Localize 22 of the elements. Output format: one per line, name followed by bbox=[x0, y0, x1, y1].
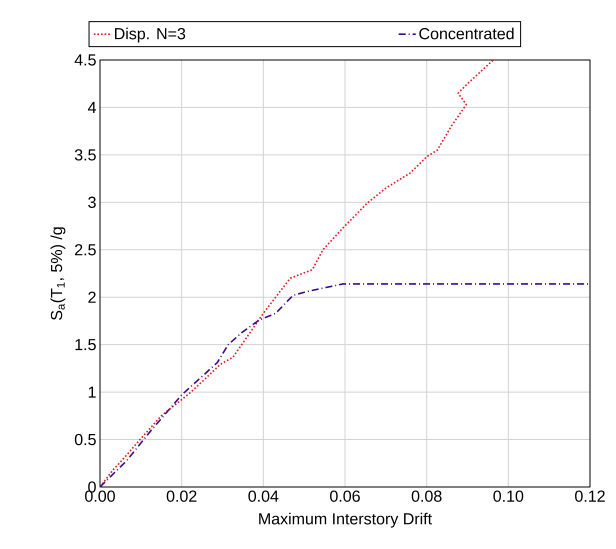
y-tick-label: 2 bbox=[88, 292, 96, 303]
y-tick-label: 4.5 bbox=[74, 54, 96, 66]
x-tick-label: 0.06 bbox=[330, 490, 360, 502]
legend-label: Disp. N=3 bbox=[115, 28, 186, 43]
x-tick-label: 0.10 bbox=[493, 490, 524, 502]
y-tick-label: 2.5 bbox=[75, 244, 96, 256]
line-series bbox=[99, 59, 494, 488]
x-axis-title: Maximum Interstory Drift bbox=[259, 512, 432, 528]
x-tick-label: 0.02 bbox=[166, 490, 196, 502]
legend-label: Concentrated bbox=[419, 28, 514, 40]
x-tick-label: 0.04 bbox=[248, 490, 278, 502]
y-tick-label: 1 bbox=[88, 386, 96, 398]
y-tick-label: 4 bbox=[88, 102, 96, 113]
x-tick-label: 0.08 bbox=[412, 490, 442, 502]
x-tick-label: 0.00 bbox=[85, 490, 115, 502]
y-tick-label: 0.5 bbox=[74, 434, 96, 446]
y-tick-label: 3 bbox=[88, 196, 96, 208]
line-series bbox=[99, 283, 591, 488]
y-tick-label: 1.5 bbox=[75, 339, 96, 350]
y-axis-title: S$_{a}$(T$_{1}$, 5%) /g bbox=[50, 227, 66, 320]
x-tick-label: 0.12 bbox=[575, 490, 605, 502]
y-tick-label: 3.5 bbox=[74, 149, 96, 161]
